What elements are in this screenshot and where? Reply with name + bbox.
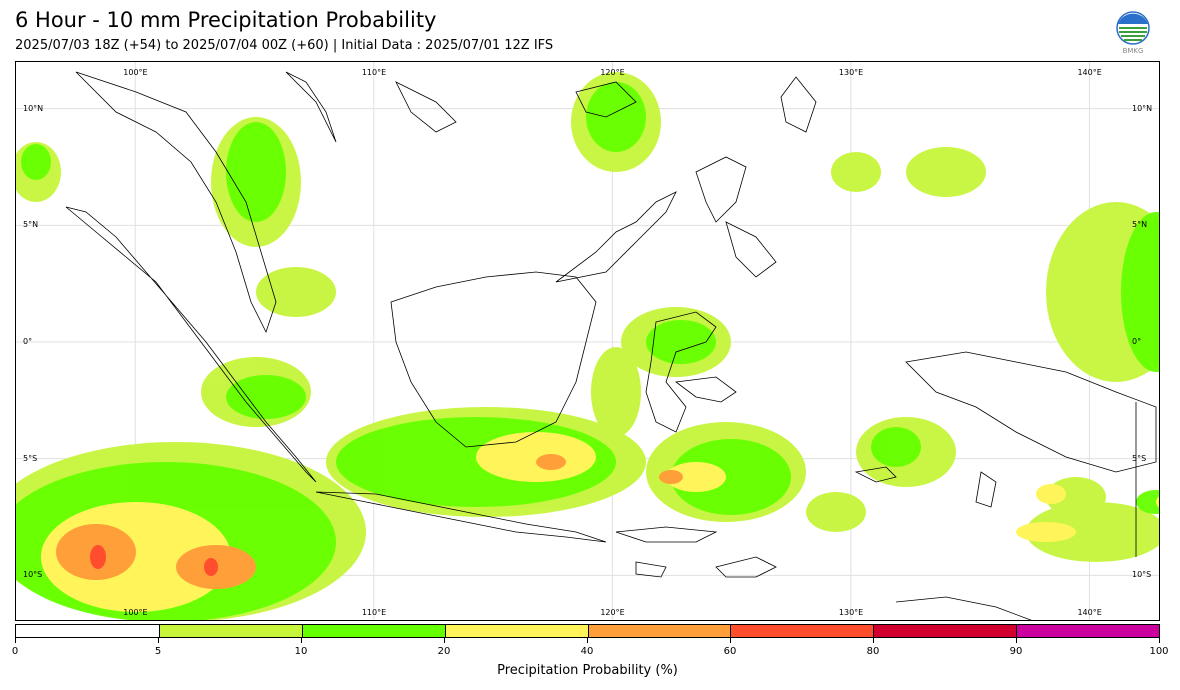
colorbar-segment [587, 625, 731, 637]
longitude-label-top: 120°E [600, 68, 625, 77]
colorbar-tick-label: 10 [294, 646, 308, 657]
probability-field-60-80 [90, 545, 218, 576]
longitude-label-bottom: 130°E [838, 608, 864, 617]
colorbar-tick-label: 0 [11, 646, 19, 657]
colorbar-tick [587, 638, 588, 643]
colorbar-tick-label: 80 [866, 646, 880, 657]
latitude-label-right: 0° [1132, 337, 1142, 346]
colorbar-tick [1159, 638, 1160, 643]
latitude-label-left: 0° [23, 337, 33, 346]
colorbar-tick-label: 5 [154, 646, 162, 657]
longitude-label-bottom: 120°E [600, 608, 625, 617]
longitude-label-top: 130°E [838, 68, 864, 77]
bmkg-logo: BMKG [1112, 10, 1154, 56]
colorbar-tick-label: 60 [723, 646, 737, 657]
precipitation-map: 10°N 10°N 5°N 5°N 0° 0° 5°S 5°S 10°S 10°S 100°E 10… [15, 61, 1160, 621]
colorbar-segment [873, 625, 1017, 637]
longitude-label-bottom: 140°E [1077, 608, 1102, 617]
colorbar-tick [15, 638, 16, 643]
colorbar-tick [873, 638, 874, 643]
latitude-label-left: 5°N [23, 220, 39, 230]
colorbar-segment [444, 625, 588, 637]
colorbar-tick [158, 638, 159, 643]
latitude-label-right: 5°N [1132, 220, 1148, 230]
colorbar-tick-label: 20 [437, 646, 451, 657]
latitude-label-left: 5°S [23, 453, 38, 463]
map-subtitle: 2025/07/03 18Z (+54) to 2025/07/04 00Z (… [15, 38, 554, 53]
colorbar-title: Precipitation Probability (%) [497, 663, 678, 678]
longitude-label-bottom: 110°E [361, 608, 387, 617]
longitude-label-bottom: 100°E [123, 608, 148, 617]
coastlines [65, 71, 1157, 620]
colorbar-tick-label: 100 [1149, 646, 1169, 657]
latitude-label-left: 10°N [23, 103, 44, 113]
colorbar [15, 624, 1160, 638]
colorbar-segment [301, 625, 445, 637]
colorbar-tick [444, 638, 445, 643]
colorbar-tick [301, 638, 302, 643]
colorbar-tick-label: 40 [580, 646, 594, 657]
colorbar-segment [16, 625, 159, 637]
colorbar-tick [730, 638, 731, 643]
colorbar-tick [1016, 638, 1017, 643]
map-canvas [16, 62, 1159, 620]
colorbar-segment [730, 625, 874, 637]
svg-text:BMKG: BMKG [1123, 47, 1144, 55]
longitude-label-top: 110°E [361, 68, 387, 77]
map-title: 6 Hour - 10 mm Precipitation Probability [15, 8, 437, 32]
latitude-label-right: 5°S [1132, 453, 1147, 463]
colorbar-segment [1016, 625, 1159, 637]
longitude-label-top: 100°E [123, 68, 148, 77]
colorbar-segment [158, 625, 302, 637]
latitude-label-right: 10°S [1132, 570, 1152, 580]
colorbar-tick-label: 90 [1009, 646, 1023, 657]
longitude-label-top: 140°E [1077, 68, 1102, 77]
latitude-label-left: 10°S [23, 570, 43, 580]
latitude-label-right: 10°N [1132, 103, 1153, 113]
